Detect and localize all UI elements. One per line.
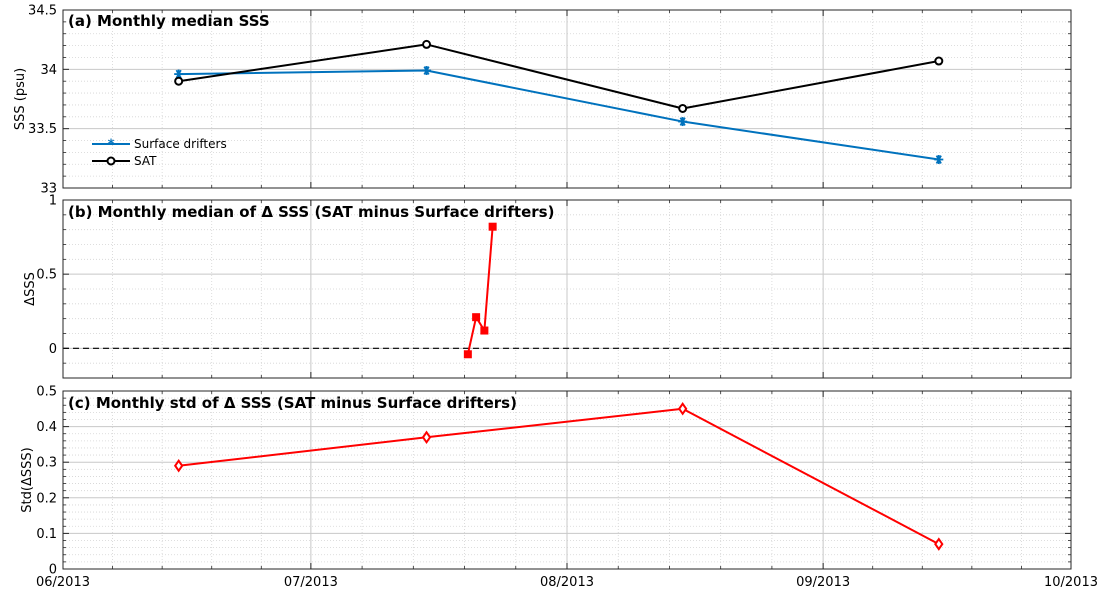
panel-b-title: (b) Monthly median of Δ SSS (SAT minus S… [68, 203, 554, 221]
panel-b-border [62, 199, 1072, 379]
data-point-marker [488, 222, 497, 231]
series-line [466, 226, 494, 355]
data-point-marker [421, 430, 432, 445]
data-point-marker [472, 313, 481, 322]
y-tick-label: 0 [49, 563, 57, 578]
panel-c-border [62, 390, 1072, 570]
y-tick-label: 0.4 [36, 420, 57, 435]
panel-a-legend: * Surface drifters SAT [92, 137, 227, 168]
data-point-marker [934, 56, 944, 66]
x-tick-label: 06/2013 [36, 575, 90, 590]
panel-a-ticks: 33 33.5 34 34.5 [28, 4, 1072, 197]
data-point-marker [934, 155, 944, 165]
panel-a: 33 33.5 34 34.5 (a) Monthly median SSS SSS … [13, 4, 1072, 197]
legend-sat-label: SAT [134, 154, 157, 168]
x-axis-ticklabels: 06/2013 07/2013 08/2013 09/2013 10/2013 [36, 575, 1098, 590]
y-tick-label: 33 [40, 182, 57, 197]
x-tick-label: 10/2013 [1044, 575, 1098, 590]
y-tick-label: 0.2 [36, 491, 57, 506]
y-tick-label: 0.1 [36, 527, 57, 542]
panel-c-grid [62, 390, 1072, 570]
y-tick-label: 0.5 [36, 268, 57, 283]
panel-a-ylabel: SSS (psu) [13, 68, 28, 130]
data-point-marker [174, 76, 184, 86]
data-point-marker [480, 326, 489, 335]
data-point-marker [678, 117, 688, 127]
panel-a-grid [62, 9, 1072, 189]
y-tick-label: 0.5 [36, 385, 57, 400]
x-tick-label: 08/2013 [540, 575, 594, 590]
series-line [178, 69, 939, 161]
y-tick-label: 0 [49, 342, 57, 357]
series-line [178, 43, 939, 110]
panel-a-title: (a) Monthly median SSS [68, 12, 270, 30]
panel-b-series [63, 222, 1071, 359]
y-tick-label: 1 [49, 194, 57, 209]
legend-drifters-marker: * [108, 138, 115, 153]
data-point-marker [934, 537, 944, 551]
x-tick-label: 09/2013 [796, 575, 850, 590]
panel-b: 0 0.5 1 (b) Monthly median of Δ SSS (SAT m… [23, 194, 1072, 379]
data-point-marker [678, 103, 688, 113]
panel-b-ylabel: ΔSSS [23, 272, 38, 306]
panel-c-title: (c) Monthly std of Δ SSS (SAT minus Surf… [68, 394, 517, 412]
panel-c-ylabel: Std(ΔSSS) [20, 447, 35, 512]
y-tick-label: 33.5 [28, 122, 57, 137]
x-tick-label: 07/2013 [284, 575, 338, 590]
data-point-marker [173, 459, 184, 473]
data-point-marker [422, 39, 432, 49]
legend-drifters-label: Surface drifters [134, 137, 227, 151]
series-line [178, 407, 940, 545]
panel-a-border [62, 9, 1072, 189]
panel-a-series [174, 39, 944, 165]
data-point-marker [422, 66, 432, 76]
y-tick-label: 0.3 [36, 456, 57, 471]
y-tick-label: 34 [40, 63, 57, 78]
data-point-marker [463, 350, 472, 359]
y-tick-label: 34.5 [28, 4, 57, 19]
panel-c: 0 0.1 0.2 0.3 0.4 0.5 (c) Monthly std of Δ SS… [20, 385, 1072, 578]
panel-c-series [173, 402, 944, 551]
data-point-marker [677, 402, 688, 416]
legend-sat-marker [106, 156, 116, 166]
